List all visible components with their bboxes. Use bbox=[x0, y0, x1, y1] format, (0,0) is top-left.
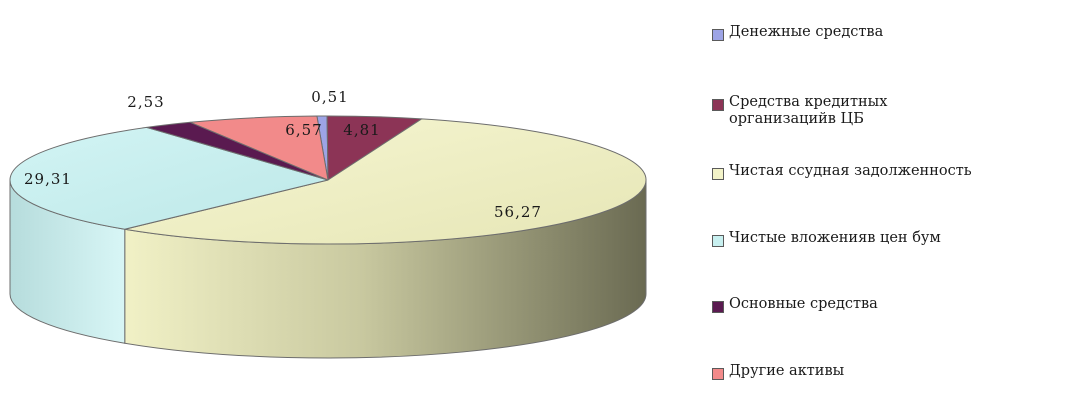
legend-item-fixed-assets: Основные средства bbox=[712, 296, 878, 313]
data-label-cash: 0,51 bbox=[311, 88, 348, 106]
data-label-other-assets: 6,57 bbox=[285, 121, 322, 139]
legend-label-fixed-assets: Основные средства bbox=[729, 296, 878, 312]
legend-swatch-cb-funds bbox=[712, 99, 724, 111]
pie-slice-other-assets bbox=[189, 115, 329, 181]
legend-item-securities: Чистые вложенияв цен бум bbox=[712, 230, 941, 247]
legend-swatch-fixed-assets bbox=[712, 301, 724, 313]
legend-label-cb-funds: Средства кредитных организацийв ЦБ bbox=[729, 94, 888, 127]
legend-swatch-securities bbox=[712, 235, 724, 247]
legend-swatch-other-assets bbox=[712, 368, 724, 380]
pie-slice-loans bbox=[124, 118, 647, 245]
legend-label-other-assets: Другие активы bbox=[729, 363, 845, 379]
legend-label-securities: Чистые вложенияв цен бум bbox=[729, 230, 941, 246]
legend-item-loans: Чистая ссудная задолженность bbox=[712, 163, 972, 180]
data-label-loans: 56,27 bbox=[494, 203, 542, 221]
pie-chart: 0,51 4,81 56,27 29,31 2,53 6,57 bbox=[9, 88, 647, 359]
legend-item-cb-funds: Средства кредитных организацийв ЦБ bbox=[712, 94, 887, 128]
legend-item-other-assets: Другие активы bbox=[712, 363, 844, 380]
pie-chart-area: 0,51 4,81 56,27 29,31 2,53 6,57 bbox=[9, 88, 647, 359]
data-label-securities: 29,31 bbox=[24, 170, 72, 188]
data-label-fixed-assets: 2,53 bbox=[127, 93, 164, 111]
pie-slice-securities bbox=[9, 126, 329, 230]
legend-label-cash: Денежные средства bbox=[729, 24, 884, 40]
legend-swatch-loans bbox=[712, 168, 724, 180]
legend-swatch-cash bbox=[712, 29, 724, 41]
data-label-cb-funds: 4,81 bbox=[343, 121, 380, 139]
legend-item-cash: Денежные средства bbox=[712, 24, 883, 41]
legend-label-loans: Чистая ссудная задолженность bbox=[729, 163, 972, 179]
